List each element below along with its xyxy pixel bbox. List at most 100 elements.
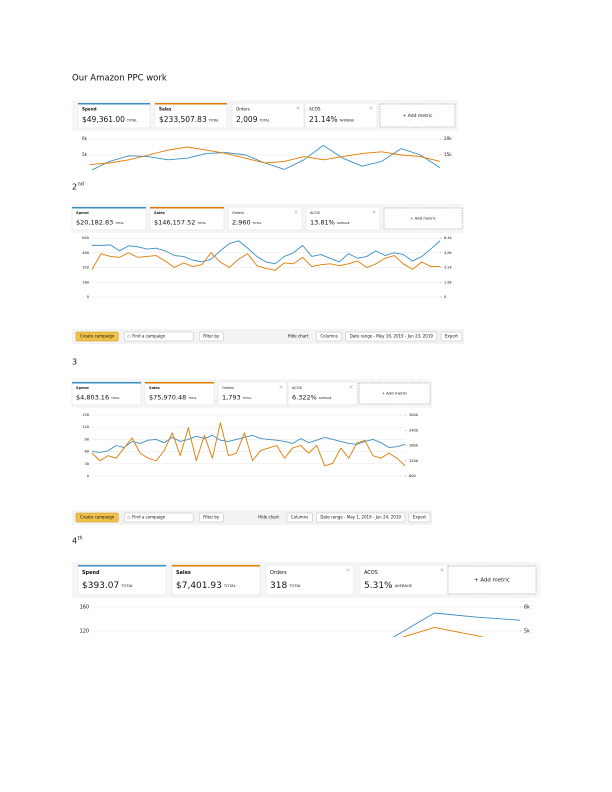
search-icon — [127, 516, 131, 520]
y-tick-label: 0 — [87, 474, 90, 478]
columns-label: Columns — [291, 515, 308, 520]
add-metric-button[interactable] — [447, 565, 537, 595]
metric-accent — [145, 382, 214, 384]
columns-button[interactable] — [286, 512, 313, 523]
metric-value: 2,009 — [236, 115, 258, 124]
add-metric-button[interactable] — [383, 207, 463, 230]
columns-label: Columns — [320, 334, 337, 339]
y-tick-label: 160 — [80, 605, 89, 611]
y-tick-label: 320 — [82, 266, 90, 270]
metric-label: ACOS — [309, 106, 321, 111]
metric-label: Spend — [76, 386, 89, 390]
metric-card — [227, 206, 303, 231]
section-heading: 3 — [72, 358, 77, 367]
y-tick-label: 640 — [82, 236, 90, 240]
metric-value: $49,361.00 — [82, 115, 125, 124]
section-heading: 4 — [72, 537, 77, 546]
search-button[interactable] — [124, 331, 194, 342]
y2-tick-label: 3000 — [409, 413, 419, 417]
y2-tick-label: 6k — [524, 605, 530, 611]
metric-accent — [150, 207, 224, 209]
metric-label: Orders — [270, 570, 287, 576]
create-button[interactable] — [75, 331, 119, 342]
add-metric-button[interactable] — [358, 382, 431, 405]
metric-unit: TOTAL — [242, 396, 252, 400]
export-button[interactable] — [408, 512, 431, 523]
metric-value: $20,182.83 — [76, 219, 113, 227]
export-label: Export — [445, 334, 459, 339]
y-tick-label: 120 — [82, 425, 90, 429]
date_range-button[interactable] — [345, 331, 438, 342]
metric-unit: TOTAL — [196, 221, 206, 225]
metric-accent — [155, 103, 227, 105]
date_range-label: Date range - May 1, 2019 - Jun 24, 2019 — [320, 515, 401, 520]
metric-card — [77, 102, 151, 129]
metric-unit: TOTAL — [223, 583, 237, 588]
series-line — [89, 146, 441, 166]
hide-label: Hide chart — [258, 515, 279, 520]
export-label: Export — [413, 515, 427, 520]
close-icon — [440, 568, 444, 572]
create-label: Create campaign — [80, 334, 115, 339]
metric-accent — [78, 565, 166, 567]
search-button[interactable] — [124, 512, 194, 523]
add-metric-label: + Add metric — [410, 216, 436, 221]
section-heading-sup: nd — [78, 182, 84, 188]
y-tick-label: 6k — [82, 136, 88, 141]
metric-card — [304, 102, 378, 129]
metric-value: $146,157.52 — [154, 219, 195, 227]
chart: 150 120 90 60 30 0 3000 2400 1800 1200 600 — [82, 413, 419, 478]
metric-label: Orders — [236, 106, 250, 111]
metric-card — [171, 564, 261, 596]
metric-value: 13.81% — [310, 219, 335, 227]
y-tick-label: 60 — [84, 450, 89, 454]
metric-value: 1,793 — [222, 394, 241, 402]
metric-label: Orders — [222, 386, 234, 390]
y2-tick-label: 5k — [524, 629, 530, 635]
y-tick-label: 30 — [84, 462, 89, 466]
y2-tick-label: 15k — [444, 152, 452, 157]
y-tick-label: 120 — [80, 629, 89, 635]
metric-value: 318 — [270, 581, 287, 591]
filter-button[interactable] — [198, 512, 224, 523]
filter-button[interactable] — [198, 331, 224, 342]
export-button[interactable] — [440, 331, 463, 342]
y-tick-label: 480 — [82, 251, 90, 255]
series-line — [401, 626, 485, 637]
search-label: Find a campaign — [132, 334, 165, 339]
metric-value: $7,401.93 — [176, 581, 222, 591]
metric-value: 6.322% — [292, 394, 317, 402]
hide-label: Hide chart — [288, 334, 309, 339]
metric-label: Spend — [82, 106, 97, 111]
y2-tick-label: 0 — [444, 295, 447, 299]
close-icon — [372, 210, 376, 214]
y2-tick-label: 4.8k — [444, 251, 453, 255]
metric-unit: TOTAL — [114, 221, 124, 225]
metric-label: Sales — [176, 570, 191, 576]
y-tick-label: 150 — [82, 413, 90, 417]
date_range-button[interactable] — [316, 512, 406, 523]
y-tick-label: 0 — [87, 295, 90, 299]
metric-label: Spend — [76, 211, 89, 215]
add-metric-button[interactable] — [379, 103, 456, 128]
section-heading-sup: th — [78, 536, 83, 542]
date_range-label: Date range - May 16, 2019 - Jun 23, 2019 — [350, 334, 434, 339]
metric-unit: TOTAL — [288, 583, 302, 588]
create-button[interactable] — [75, 512, 119, 523]
close-icon — [349, 385, 353, 389]
metric-accent — [72, 382, 141, 384]
add-metric-label: + Add metric — [382, 391, 408, 396]
series-line — [92, 240, 441, 265]
filter-label: Filter by — [203, 515, 220, 520]
columns-button[interactable] — [316, 331, 343, 342]
add-metric-label: + Add metric — [474, 578, 510, 584]
metric-value: $233,507.83 — [159, 115, 207, 124]
close-icon — [294, 210, 298, 214]
metric-value: 5.31% — [364, 581, 393, 591]
metric-label: Orders — [232, 211, 244, 215]
series-line — [392, 612, 521, 637]
y2-tick-label: 3.2k — [444, 266, 453, 270]
metric-unit: TOTAL — [120, 583, 134, 588]
metric-unit: TOTAL — [110, 396, 120, 400]
